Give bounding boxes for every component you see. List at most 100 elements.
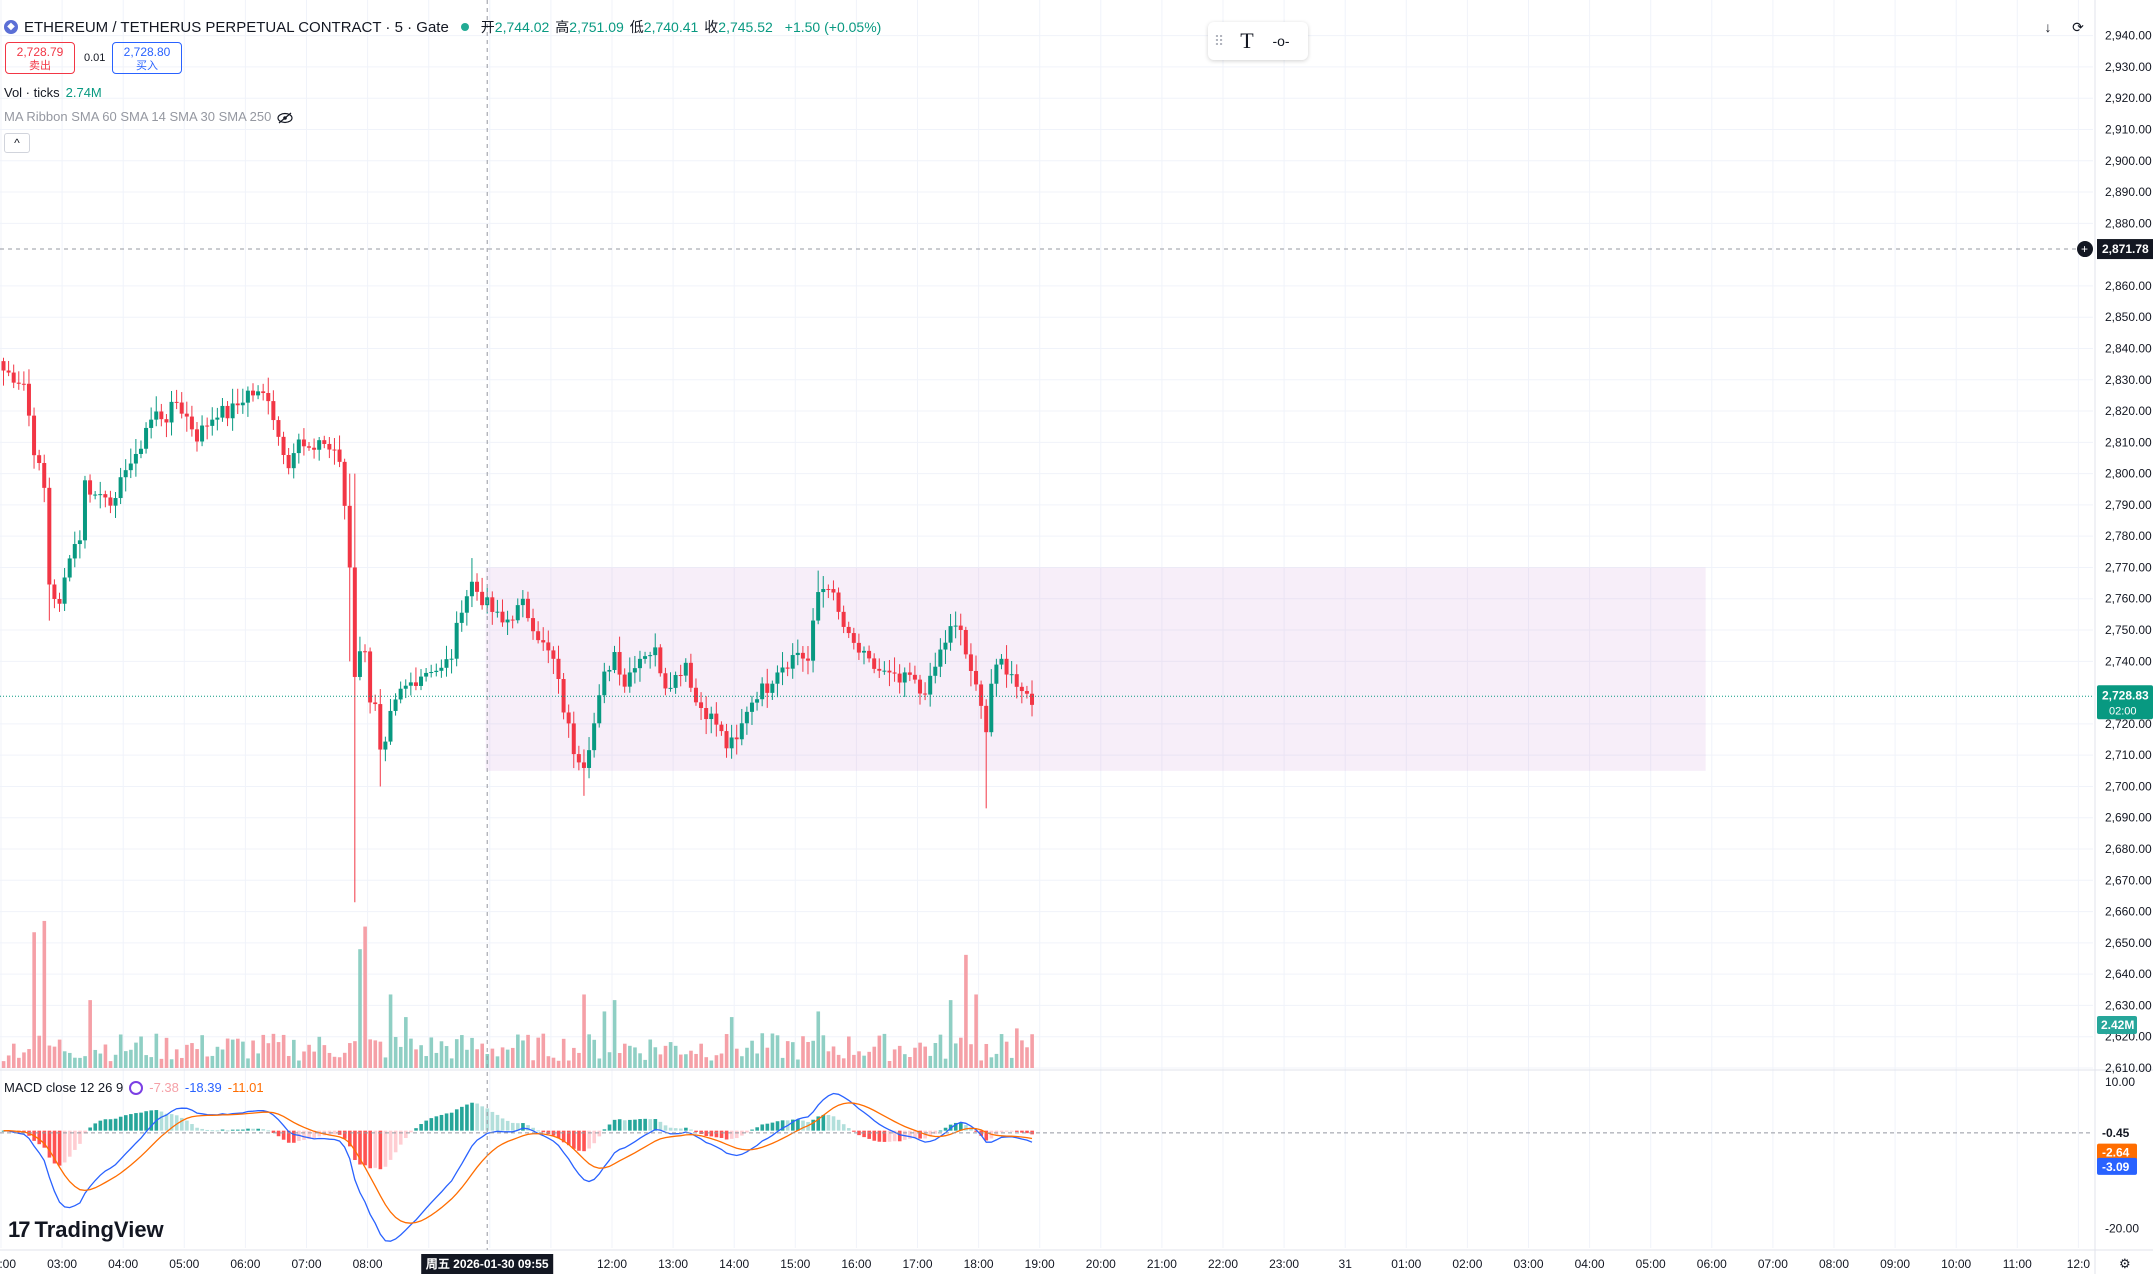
candle (597, 684, 602, 728)
scroll-down-arrow-icon[interactable]: ↓ (2044, 19, 2052, 35)
macd-settings-icon[interactable] (129, 1080, 144, 1095)
volume-bar (979, 1060, 983, 1068)
macd-histogram-bar (1009, 1130, 1014, 1132)
range-box[interactable] (485, 567, 1706, 771)
volume-bar (994, 1053, 999, 1068)
candle-body (88, 480, 93, 495)
macd-histogram-bar (821, 1114, 826, 1131)
macd-histogram-bar (852, 1130, 856, 1132)
volume-bar (1009, 1057, 1014, 1068)
macd-histogram-bar (536, 1130, 541, 1132)
candle-body (846, 626, 851, 634)
candle (928, 662, 933, 707)
macd-legend[interactable]: MACD close 12 26 9 -7.38 -18.39 -11.01 (4, 1080, 264, 1095)
sell-button[interactable]: 2,728.79 卖出 (5, 42, 75, 74)
candle (225, 401, 230, 427)
volume-bar (587, 1034, 591, 1068)
macd-histogram-bar (134, 1113, 138, 1131)
macd-histogram-bar (765, 1123, 770, 1131)
macd-histogram-bar (276, 1130, 281, 1137)
candle-body (42, 462, 47, 488)
ma-ribbon-legend[interactable]: MA Ribbon SMA 60 SMA 14 SMA 30 SMA 250 (4, 109, 293, 124)
candle-body (113, 498, 118, 506)
macd-histogram-bar (434, 1116, 439, 1131)
candle-body (220, 405, 225, 418)
macd-histogram-bar (266, 1130, 271, 1132)
candle (368, 647, 373, 714)
volume-legend[interactable]: Vol · ticks 2.74M (4, 85, 102, 100)
settings-gear-icon[interactable]: ⚙ (2119, 1256, 2131, 1271)
add-alert-icon[interactable] (2077, 241, 2093, 258)
macd-histogram-bar (505, 1120, 510, 1131)
candle-body (688, 662, 693, 688)
volume-bar (312, 1051, 316, 1068)
volume-bar (729, 1017, 734, 1068)
candle-body (312, 447, 317, 450)
volume-bar (1025, 1047, 1029, 1068)
volume-bar (200, 1035, 204, 1068)
candle (240, 388, 245, 414)
candle-body (1030, 693, 1035, 705)
volume-bar (699, 1043, 703, 1068)
volume-bar (923, 1046, 927, 1068)
volume-bar (190, 1043, 194, 1068)
tradingview-logo[interactable]: 17 TradingView (8, 1217, 164, 1243)
candle (378, 689, 383, 787)
candle-body (6, 370, 11, 373)
candle (37, 449, 42, 471)
macd-histogram-bar (592, 1130, 597, 1144)
collapse-legend-button[interactable]: ^ (4, 133, 30, 153)
volume-bar (500, 1047, 505, 1068)
sync-icon[interactable]: ⟳ (2072, 19, 2084, 35)
volume-bar (668, 1042, 673, 1068)
candle-body (617, 652, 622, 675)
candle (770, 680, 775, 700)
horizontal-line-tool-icon[interactable]: -o- (1272, 33, 1290, 49)
volume-indicator-label: Vol · ticks (4, 85, 60, 100)
drag-grip-icon[interactable]: ⠿ (1213, 32, 1225, 49)
symbol-title[interactable]: ETHEREUM / TETHERUS PERPETUAL CONTRACT ·… (24, 18, 449, 36)
buy-button[interactable]: 2,728.80 买入 (112, 42, 182, 74)
candle-body (933, 666, 938, 676)
candle (795, 639, 800, 666)
macd-histogram-bar (760, 1124, 765, 1131)
floating-drawing-toolbar[interactable]: ⠿ T -o- (1208, 22, 1308, 60)
price-axis-label: 2,810.00 (2105, 435, 2152, 449)
macd-histogram-bar (831, 1116, 836, 1131)
crosshair-time-tag (421, 1254, 554, 1274)
candle (918, 674, 922, 705)
macd-histogram-bar (526, 1125, 530, 1131)
candle (123, 459, 128, 492)
eye-hidden-icon[interactable] (277, 111, 293, 123)
volume-bar (378, 1041, 383, 1068)
macd-signal-value: -11.01 (227, 1080, 264, 1095)
macd-histogram-bar (88, 1127, 92, 1131)
candle (363, 644, 368, 663)
macd-histogram-bar (628, 1119, 632, 1131)
macd-histogram-bar (780, 1120, 785, 1131)
volume-bar (694, 1053, 698, 1068)
macd-histogram-bar (913, 1130, 917, 1139)
candle-body (52, 584, 57, 599)
candle-body (637, 658, 642, 669)
volume-bar (653, 1047, 658, 1068)
candle-body (215, 417, 220, 420)
candle (174, 389, 179, 410)
candle (480, 577, 485, 610)
macd-histogram-bar (714, 1130, 719, 1138)
text-tool-icon[interactable]: T (1240, 28, 1254, 53)
macd-histogram-bar (892, 1130, 897, 1142)
candle (454, 611, 459, 667)
candle (668, 672, 673, 692)
volume-bar (821, 1035, 826, 1068)
macd-histogram-bar (897, 1130, 902, 1142)
candle (734, 724, 739, 755)
crosshair (0, 0, 2093, 1250)
candle (393, 693, 398, 716)
macd-histogram-bar (424, 1120, 429, 1131)
price-axis-label: 2,900.00 (2105, 154, 2152, 168)
candle-body (189, 416, 194, 430)
candle (525, 591, 530, 622)
